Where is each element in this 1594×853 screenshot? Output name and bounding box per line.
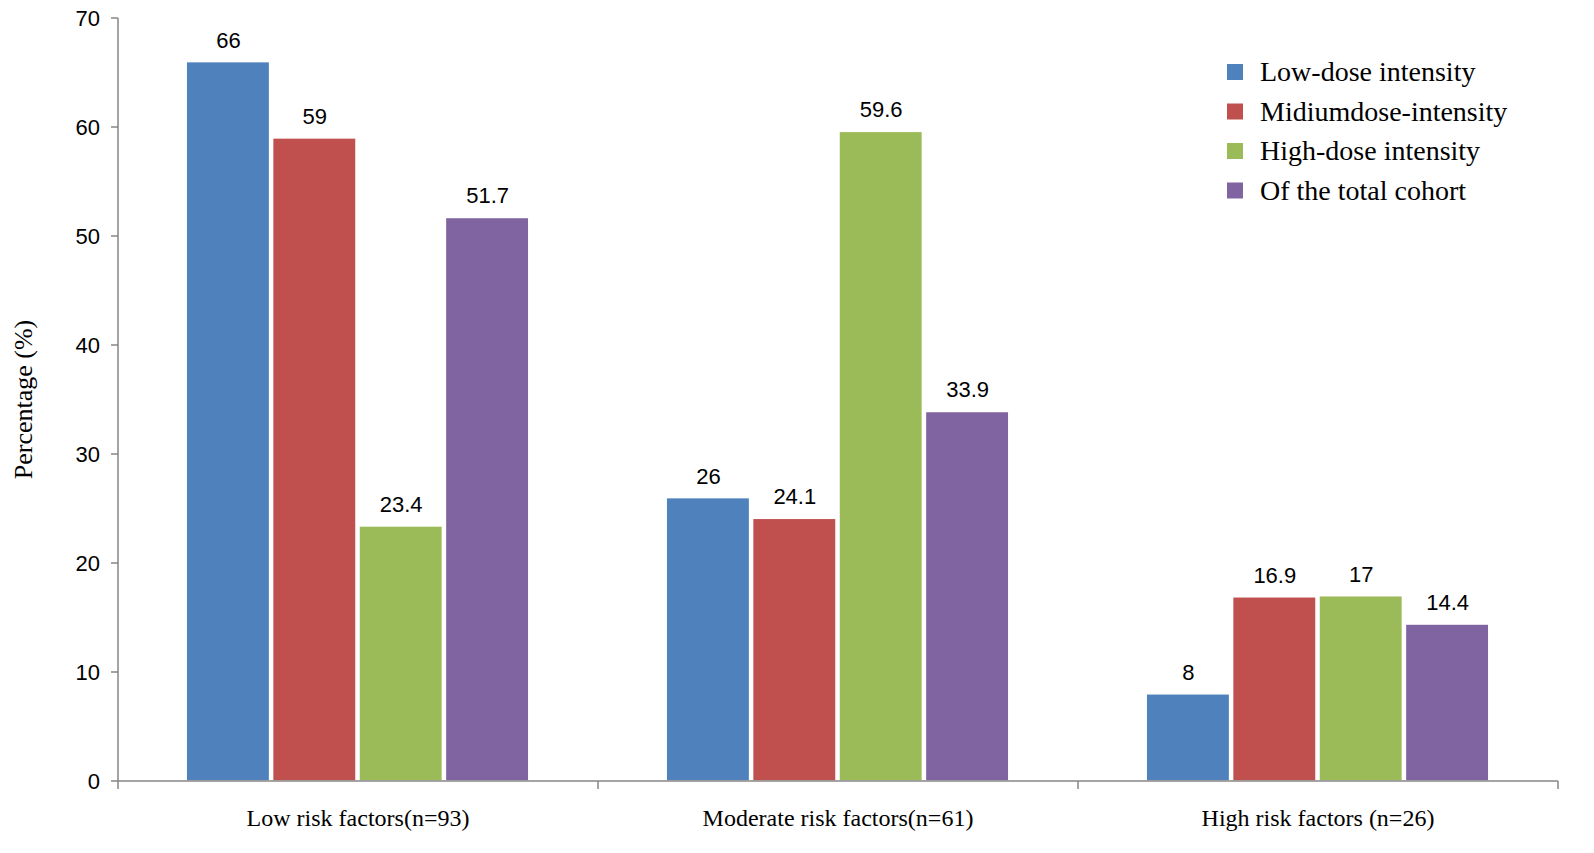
data-label: 26 <box>696 464 720 489</box>
legend-swatch <box>1227 183 1243 199</box>
legend: Low-dose intensity Midiumdose-intensity Hi… <box>1227 56 1507 206</box>
data-label: 14.4 <box>1426 590 1469 615</box>
legend-label: Midiumdose-intensity <box>1260 96 1507 127</box>
x-axis <box>118 780 1558 782</box>
y-tick-label: 50 <box>76 224 100 249</box>
bar <box>1146 694 1229 781</box>
y-tick-label: 0 <box>88 769 100 794</box>
bar <box>1405 624 1488 781</box>
x-tick <box>117 781 119 789</box>
bar <box>186 62 269 781</box>
legend-label: Of the total cohort <box>1260 175 1466 206</box>
bar <box>1319 596 1402 781</box>
x-tick-label: Low risk factors(n=93) <box>247 805 470 831</box>
legend-swatch <box>1227 64 1243 80</box>
legend-swatch <box>1227 104 1243 120</box>
bar <box>666 498 749 781</box>
bar <box>839 131 922 781</box>
y-tick <box>111 562 118 564</box>
data-label: 8 <box>1182 660 1194 685</box>
y-axis-label: Percentage (%) <box>9 320 38 480</box>
y-tick-label: 20 <box>76 551 100 576</box>
y-tick <box>111 17 118 19</box>
data-label: 59.6 <box>860 97 903 122</box>
y-tick-label: 30 <box>76 442 100 467</box>
x-tick <box>1557 781 1559 789</box>
y-tick-label: 10 <box>76 660 100 685</box>
y-tick <box>111 344 118 346</box>
bar <box>753 518 836 781</box>
data-label: 51.7 <box>466 183 509 208</box>
y-tick-label: 70 <box>76 6 100 31</box>
x-tick <box>1077 781 1079 789</box>
y-tick <box>111 453 118 455</box>
data-label: 66 <box>216 28 240 53</box>
y-axis <box>117 18 119 781</box>
bar <box>273 138 356 781</box>
bars <box>186 62 1489 781</box>
data-label: 24.1 <box>773 484 816 509</box>
data-label: 33.9 <box>946 377 989 402</box>
bar <box>1233 597 1316 781</box>
legend-label: High-dose intensity <box>1260 135 1480 166</box>
y-tick-label: 60 <box>76 115 100 140</box>
x-tick-label: Moderate risk factors(n=61) <box>703 805 974 831</box>
y-tick <box>111 780 118 782</box>
x-tick-label: High risk factors (n=26) <box>1202 805 1435 831</box>
data-label: 16.9 <box>1253 563 1296 588</box>
legend-label: Low-dose intensity <box>1260 56 1475 87</box>
legend-swatch <box>1227 143 1243 159</box>
bar <box>359 526 442 781</box>
chart: 66 26 8 59 24.1 16.9 23.4 59.6 17 51.7 33.9 14.4 0 10… <box>0 0 1594 853</box>
y-tick <box>111 235 118 237</box>
x-tick <box>597 781 599 789</box>
data-label: 23.4 <box>380 492 423 517</box>
y-tick <box>111 671 118 673</box>
bar <box>925 411 1008 781</box>
bar <box>445 217 528 781</box>
y-tick <box>111 126 118 128</box>
data-label: 17 <box>1349 562 1373 587</box>
y-tick-label: 40 <box>76 333 100 358</box>
data-label: 59 <box>303 104 327 129</box>
